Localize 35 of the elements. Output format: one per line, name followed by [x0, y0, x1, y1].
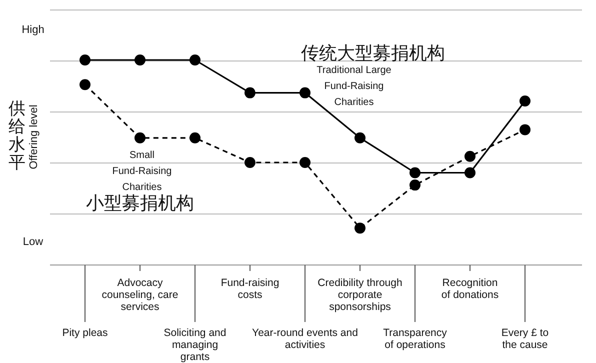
point: [520, 124, 530, 136]
text: 供给水平: [8, 99, 26, 172]
point: [244, 87, 256, 98]
text: High: [22, 24, 44, 36]
y-axis-title: Offering level: [28, 104, 40, 170]
point: [354, 132, 366, 144]
series-label: 传统大型募捐机构: [301, 43, 445, 63]
x-tick-label: Fund-raising costs: [220, 277, 280, 301]
category-label: Year-round events and activities: [252, 327, 358, 351]
annotation: Small Fund-Raising Charities: [112, 150, 172, 193]
text: Low: [22, 236, 44, 248]
x-tick-label: Pity pleas: [62, 327, 108, 339]
x-tick-label: Transparency of operations: [383, 327, 447, 351]
point: [190, 54, 200, 66]
x-tick-label: Soliciting and managing grants: [164, 327, 226, 363]
x-tick-label: Advocacy counseling, care services: [102, 277, 178, 313]
point: [134, 132, 146, 144]
point: [80, 54, 90, 66]
x-tick-label: Credibility through corporate sponsorships: [318, 277, 402, 313]
point: [134, 54, 146, 66]
point: [190, 132, 200, 144]
x-tick-label: Recognition of donations: [441, 277, 499, 301]
point: [410, 180, 420, 191]
text: 小型募捐机构: [86, 193, 194, 213]
annotation: Traditional Large Fund-Raising Charities: [316, 65, 392, 108]
point: [354, 222, 366, 234]
point: [80, 79, 90, 90]
point: [410, 167, 420, 178]
point: [520, 96, 530, 106]
point: [300, 87, 310, 98]
point: [464, 150, 476, 162]
point: [244, 157, 256, 168]
point: [464, 167, 476, 178]
point: [300, 157, 310, 168]
category-label: Every £ to the cause: [501, 327, 549, 351]
